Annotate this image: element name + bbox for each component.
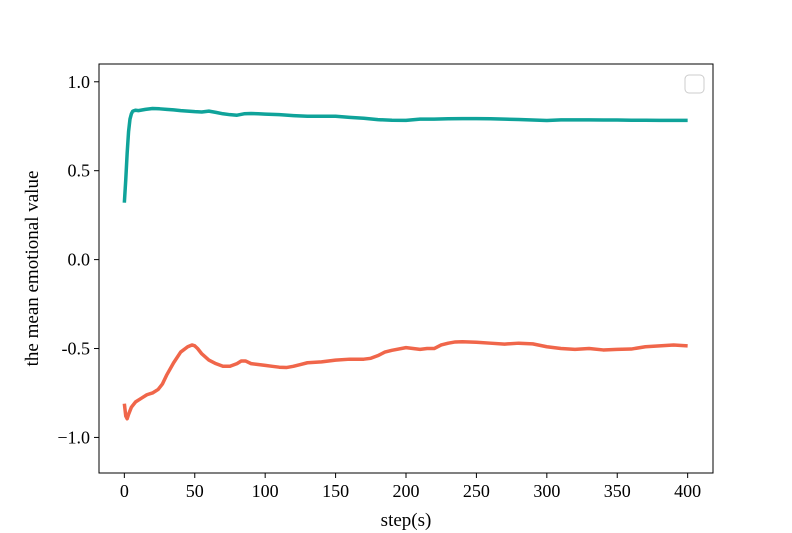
x-tick-label: 400 [674, 481, 701, 501]
series-line-2 [122, 340, 688, 421]
y-tick-label: 0.5 [68, 161, 91, 181]
x-tick-label: 150 [322, 481, 349, 501]
x-tick-label: 100 [252, 481, 279, 501]
x-tick-label: 350 [604, 481, 631, 501]
series-layer [122, 106, 688, 421]
legend-box [684, 74, 705, 94]
y-tick-label: −1.0 [57, 427, 90, 447]
x-tick-label: 300 [533, 481, 560, 501]
plot-frame [98, 63, 714, 474]
y-tick-label: 1.0 [68, 72, 91, 92]
y-tick-label: -0.5 [62, 339, 91, 359]
x-tick-label: 50 [186, 481, 204, 501]
x-axis-label: step(s) [381, 510, 432, 531]
x-tick-label: 250 [463, 481, 490, 501]
x-tick-label: 200 [393, 481, 420, 501]
y-axis-label: the mean emotional value [22, 171, 43, 367]
x-tick-label: 0 [120, 481, 129, 501]
axes-layer: 0 50 100 150 200 250 300 350 400 −1.0 -0.5 0.0 0.5 1.… [57, 63, 714, 501]
series-line-1 [122, 106, 688, 203]
y-tick-label: 0.0 [68, 250, 91, 270]
